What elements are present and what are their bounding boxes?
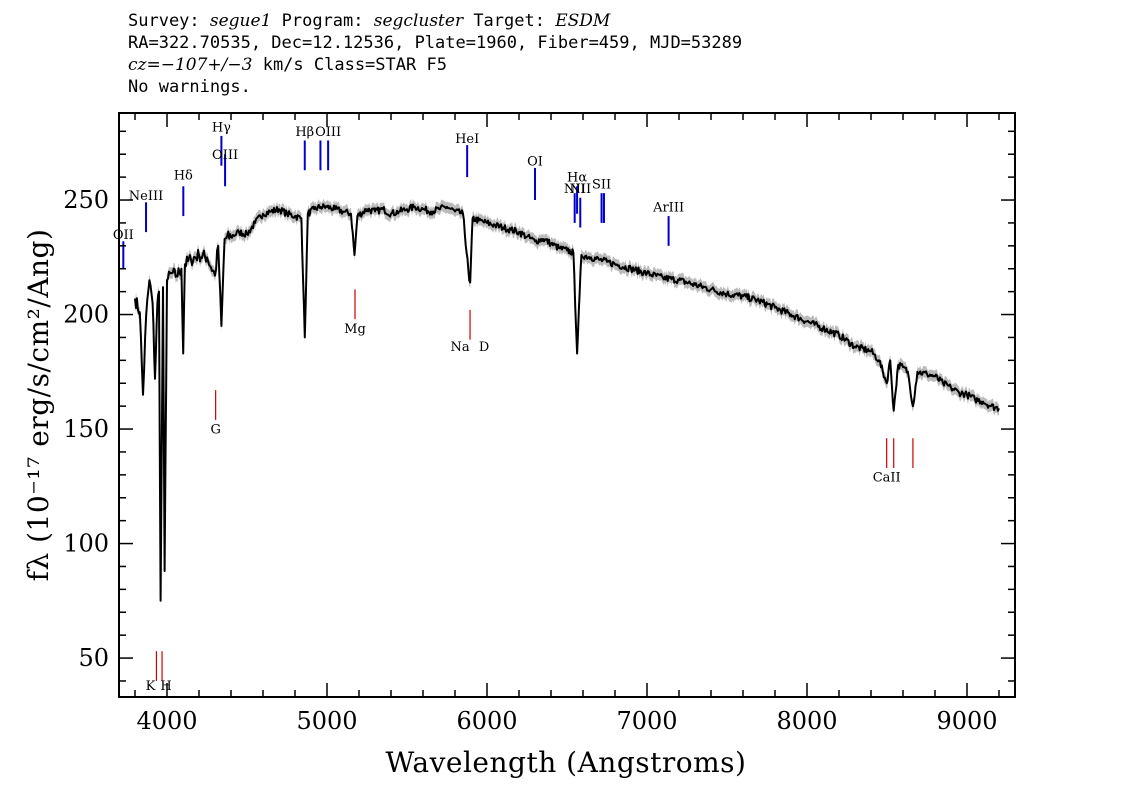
y-tick-label: 100 [63,530,109,558]
emission-line-label: NeIII [129,189,163,204]
y-tick-label: 250 [63,186,109,214]
emission-line-label: SII [592,178,611,193]
emission-line-label: Hβ [295,125,314,140]
x-tick-label: 5000 [296,707,357,735]
program-value: segcluster [373,11,464,31]
emission-line-label: Hγ [212,120,231,135]
absorption-line-label: CaII [873,471,901,486]
x-tick-label: 6000 [456,707,517,735]
y-tick-label: 200 [63,301,109,329]
header-line-warnings: No warnings. [128,77,251,97]
spectrum-error-band [135,198,999,607]
spectrum-line [134,203,1000,602]
target-value: ESDM [555,11,611,31]
spectrum-header: Survey: segue1 Program: segcluster Targe… [128,10,742,98]
y-tick-label: 50 [78,644,109,672]
plot-frame [118,112,1016,698]
header-line-survey: Survey: segue1 Program: segcluster Targe… [128,10,742,32]
axes-layer: 4000 5000 6000 7000 8000 9000 50 100 150 200 250 [63,112,1016,735]
x-tick-label: 7000 [616,707,677,735]
absorption-line-label: H [160,679,171,694]
emission-line-label: Hδ [174,168,193,183]
x-tick-label: 9000 [936,707,997,735]
emission-line-label: Hα [567,171,587,186]
x-tick-label: 4000 [136,707,197,735]
class-text: km/s Class=STAR F5 [252,55,447,75]
emission-line-label: OII [113,228,134,243]
spectrum-layer [134,203,1000,602]
cz-label: cz= [128,55,161,75]
absorption-line-label: Na [450,340,469,355]
emission-line-label: OI [527,155,543,170]
emission-line-label: NII [569,182,591,197]
emission-line-label: HeI [455,132,479,147]
absorption-line-label: K [146,679,156,694]
survey-value: segue1 [209,11,272,31]
header-line-coordinates: RA=322.70535, Dec=12.12536, Plate=1960, … [128,33,743,53]
emission-line-label: ArIII [652,200,684,215]
absorption-line-label: G [210,423,220,438]
program-label: Program: [271,11,374,31]
error-band-layer [135,198,999,607]
header-line-redshift: cz=−107+/−3 km/s Class=STAR F5 [128,54,742,76]
y-tick-label: 150 [63,415,109,443]
y-axis-title: fλ (10⁻¹⁷ erg/s/cm²/Ang) [22,229,55,582]
x-axis-title: Wavelength (Angstroms) [386,746,747,779]
x-tick-label: 8000 [776,707,837,735]
emission-line-label: OIII [315,125,341,140]
target-label: Target: [463,11,556,31]
cz-value: −107+/−3 [160,55,253,75]
emission-line-label: NII [564,182,586,197]
absorption-line-label: Mg [344,322,366,337]
absorption-line-label: D [479,340,489,355]
survey-label: Survey: [128,11,210,31]
emission-line-label: OIII [212,148,238,163]
